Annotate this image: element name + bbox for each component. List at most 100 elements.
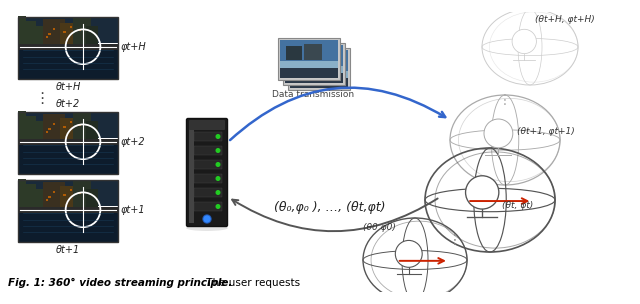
Bar	[314, 54, 332, 70]
Text: (θt+1, φt+1): (θt+1, φt+1)	[517, 127, 575, 136]
Bar	[18, 17, 118, 79]
Circle shape	[465, 176, 499, 209]
Bar	[53, 123, 55, 125]
Circle shape	[216, 135, 220, 138]
Ellipse shape	[186, 225, 228, 231]
Bar	[18, 180, 118, 206]
Bar	[194, 132, 222, 141]
Circle shape	[512, 29, 536, 54]
Bar	[86, 121, 98, 139]
Bar	[290, 50, 348, 88]
Bar	[63, 31, 66, 33]
Bar	[60, 22, 75, 44]
Bar	[18, 139, 118, 146]
Circle shape	[216, 163, 220, 166]
Text: (θt, φt): (θt, φt)	[502, 201, 533, 209]
Bar	[18, 112, 118, 174]
Bar	[194, 202, 222, 211]
Bar	[18, 143, 118, 174]
Bar	[18, 112, 118, 138]
Bar	[18, 211, 118, 242]
Text: (θ0 φ0): (θ0 φ0)	[363, 223, 396, 233]
Bar	[63, 126, 66, 128]
Bar	[48, 127, 51, 130]
Text: θt+H: θt+H	[55, 82, 81, 92]
Bar	[70, 121, 72, 123]
Bar	[18, 44, 118, 50]
Text: θt+1: θt+1	[56, 245, 80, 255]
Bar	[290, 50, 348, 71]
Bar	[291, 51, 307, 65]
Text: φt+1: φt+1	[121, 205, 146, 215]
Text: (θ₀,φ₀ ), …, (θt,φt): (θ₀,φ₀ ), …, (θt,φt)	[275, 201, 386, 213]
Bar	[86, 26, 98, 44]
Bar	[33, 189, 45, 207]
Bar	[194, 174, 222, 183]
Text: φt+2: φt+2	[121, 137, 146, 147]
Bar	[43, 19, 65, 44]
Circle shape	[216, 191, 220, 194]
Bar	[46, 131, 48, 133]
Bar	[33, 121, 45, 139]
Bar	[43, 182, 65, 207]
Circle shape	[216, 149, 220, 152]
Circle shape	[216, 177, 220, 180]
Text: Data transmission: Data transmission	[272, 90, 354, 99]
Bar	[43, 115, 65, 139]
Bar	[285, 73, 343, 83]
Bar	[280, 68, 338, 78]
Bar	[189, 122, 194, 223]
Bar	[290, 78, 348, 88]
Circle shape	[396, 240, 422, 267]
Text: ⋮: ⋮	[35, 91, 50, 105]
Bar	[309, 49, 327, 65]
Text: φt+H: φt+H	[121, 42, 147, 52]
Bar	[48, 195, 51, 198]
Bar	[18, 179, 26, 207]
Bar	[286, 46, 302, 60]
Bar	[18, 111, 26, 139]
Bar	[288, 48, 350, 90]
Bar	[280, 40, 338, 78]
Text: (θt+H, φt+H): (θt+H, φt+H)	[535, 15, 595, 23]
Bar	[194, 146, 222, 155]
Bar	[73, 18, 91, 44]
Bar	[78, 124, 81, 126]
Text: The user requests: The user requests	[203, 278, 300, 288]
Bar	[70, 26, 72, 28]
Bar	[18, 16, 26, 44]
Bar	[48, 33, 51, 34]
Circle shape	[484, 119, 513, 148]
Bar	[33, 26, 45, 44]
Circle shape	[203, 215, 211, 223]
Bar	[278, 38, 340, 80]
Bar	[194, 188, 222, 197]
Text: θt+2: θt+2	[56, 99, 80, 109]
Bar	[70, 189, 72, 191]
Bar	[63, 194, 66, 196]
Bar	[78, 29, 81, 31]
Text: ⋮: ⋮	[498, 93, 512, 107]
Bar	[73, 113, 91, 139]
Bar	[283, 43, 345, 85]
Bar	[46, 36, 48, 38]
Bar	[304, 44, 322, 60]
Circle shape	[216, 205, 220, 208]
FancyBboxPatch shape	[186, 119, 227, 226]
Bar	[18, 116, 36, 139]
Circle shape	[204, 216, 210, 222]
Bar	[78, 192, 81, 194]
Text: ⋮: ⋮	[448, 233, 462, 247]
Bar	[18, 180, 118, 242]
Bar	[53, 28, 55, 30]
Bar	[46, 199, 48, 201]
Bar	[86, 189, 98, 207]
Bar	[18, 21, 36, 44]
Bar	[18, 207, 118, 213]
Bar	[60, 185, 75, 207]
Bar	[53, 191, 55, 193]
Bar	[73, 181, 91, 207]
Bar	[285, 45, 343, 66]
FancyBboxPatch shape	[189, 120, 225, 130]
Bar	[280, 40, 338, 61]
